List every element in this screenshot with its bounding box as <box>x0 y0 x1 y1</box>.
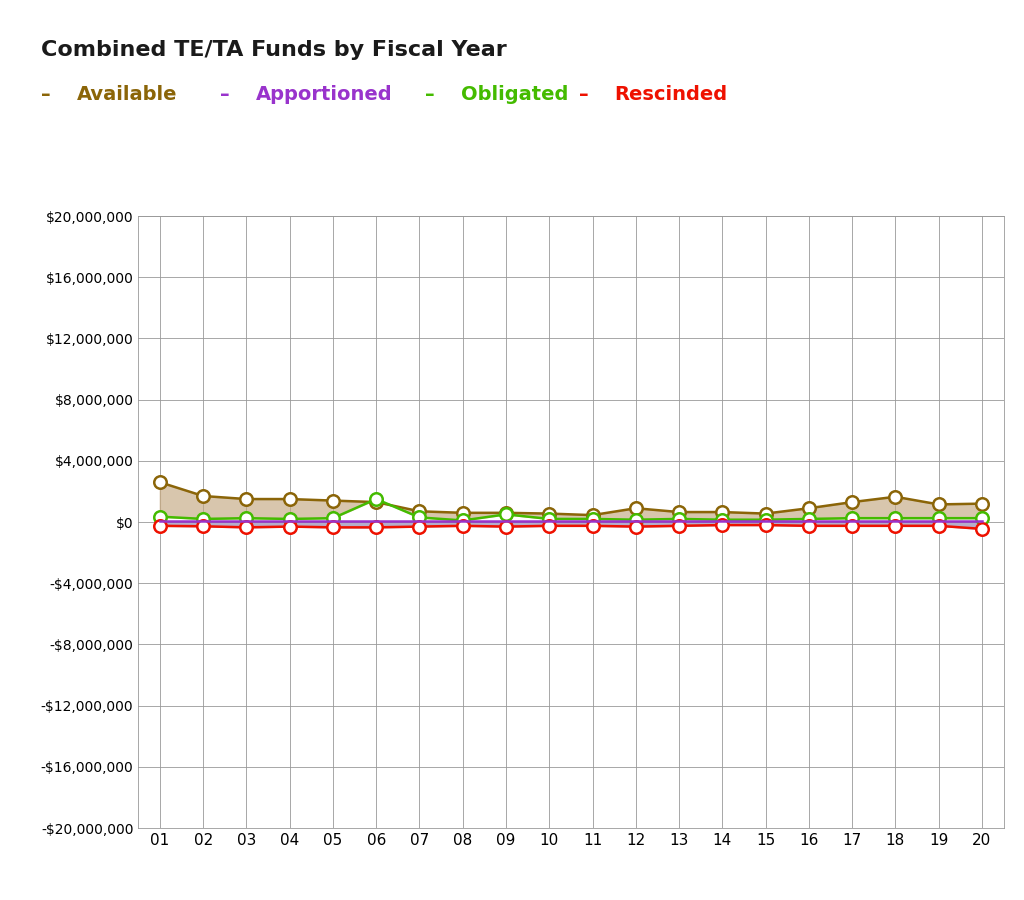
Text: Apportioned: Apportioned <box>256 86 392 104</box>
Text: Combined TE/TA Funds by Fiscal Year: Combined TE/TA Funds by Fiscal Year <box>41 40 507 60</box>
Text: Rescinded: Rescinded <box>614 86 727 104</box>
Text: Available: Available <box>77 86 177 104</box>
Text: Obligated: Obligated <box>461 86 568 104</box>
Text: –: – <box>425 86 441 104</box>
Text: –: – <box>41 86 57 104</box>
Text: –: – <box>220 86 237 104</box>
Text: –: – <box>579 86 595 104</box>
